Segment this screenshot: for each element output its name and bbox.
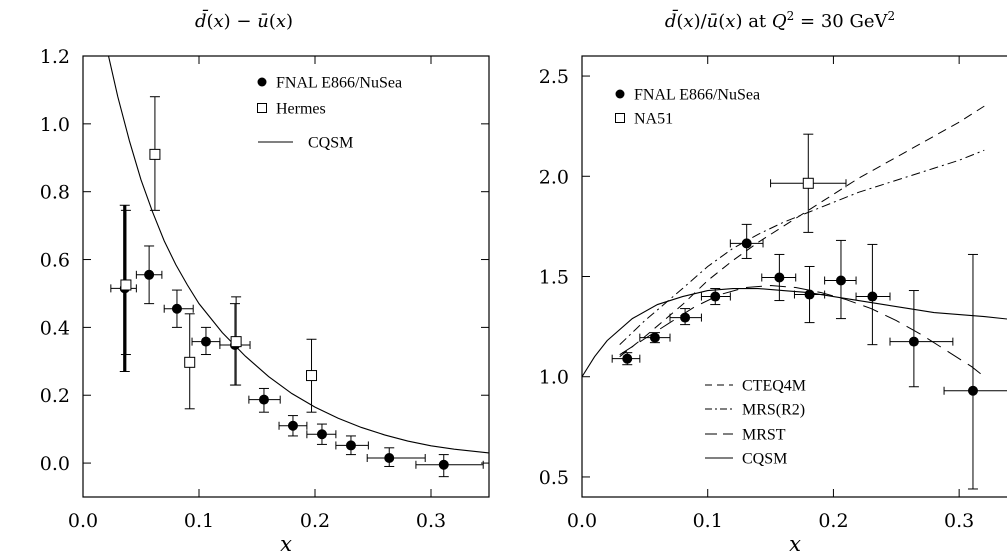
y-tick-label: 0.6	[40, 250, 70, 272]
fnal-e866-nusea-data-point	[258, 394, 269, 405]
left-legend: FNAL E866/NuSea Hermes CQSM	[257, 75, 402, 152]
x-tick-label: 0.0	[68, 510, 98, 532]
fnal-e866-nusea-data-point	[200, 336, 211, 347]
left-chart-panel: d̄(x) − ū(x) 0.0 0.1 0.2 0.3 0.0 0.2 0.4 0.6 0.8…	[40, 8, 490, 556]
na51-data-point	[802, 177, 814, 189]
y-tick-label: 0.8	[40, 182, 70, 204]
fnal-e866-nusea-data-point	[774, 272, 785, 283]
right-x-axis-label: x	[789, 532, 801, 556]
mrs-r2-legend-label: MRS(R2)	[742, 402, 805, 419]
y-tick-label: 1.2	[40, 46, 70, 68]
mrs-r2-curve	[619, 149, 985, 346]
x-tick-label: 0.2	[300, 510, 330, 532]
fnal-e866-nusea-data-point	[345, 440, 356, 451]
right-chart-panel: d̄(x)/ū(x) at Q2 = 30 GeV2 0.0 0.1 0.2 0.3 0…	[539, 8, 1007, 556]
y-tick-label: 1.0	[539, 367, 569, 389]
cteq4m-curve	[619, 105, 985, 358]
y-tick-label: 0.5	[539, 467, 569, 489]
y-tick-label: 0.4	[40, 317, 70, 339]
fnal-e866-nusea-data-point	[384, 452, 395, 463]
fnal-e866-nusea-data-point	[622, 353, 633, 364]
cqsm-curve	[107, 56, 489, 454]
y-tick-label: 1.0	[40, 114, 70, 136]
cqsm-legend-label: CQSM	[308, 135, 353, 152]
y-tick-label: 1.5	[539, 267, 569, 289]
left-chart-title: d̄(x) − ū(x)	[195, 8, 293, 32]
hermes-legend-marker	[257, 103, 267, 113]
fnal-e866-nusea-data-point	[649, 332, 660, 343]
x-tick-label: 0.0	[567, 510, 597, 532]
fnal-e866-nusea-data-point	[710, 291, 721, 302]
fnal-e866-nusea-data-point	[171, 303, 182, 314]
fnal-e866-nusea-data-point	[316, 429, 327, 440]
cqsm-curve	[582, 287, 1007, 378]
y-tick-label: 0.0	[40, 453, 70, 475]
na51-legend-label: NA51	[634, 111, 673, 128]
hermes-data-point	[184, 356, 196, 368]
hermes-legend-label: Hermes	[276, 101, 326, 118]
fnal-e866-nusea-legend-label: FNAL E866/NuSea	[634, 87, 760, 104]
hermes-data-point	[230, 336, 242, 348]
x-tick-label: 0.3	[944, 510, 974, 532]
x-tick-label: 0.3	[416, 510, 446, 532]
hermes-data-point	[306, 370, 318, 382]
fnal-e866-nusea-data-point	[438, 459, 449, 470]
right-legend: FNAL E866/NuSea NA51 CTEQ4M MRS(R2) MRST CQSM	[615, 87, 806, 468]
right-chart-title: d̄(x)/ū(x) at Q2 = 30 GeV2	[665, 8, 895, 32]
fnal-e866-nusea-data-point	[867, 291, 878, 302]
x-tick-label: 0.1	[693, 510, 723, 532]
hermes-data-point	[120, 279, 132, 291]
cqsm-legend-label: CQSM	[742, 451, 787, 468]
fnal-e866-nusea-data-point	[680, 312, 691, 323]
fnal-e866-nusea-data-point	[908, 336, 919, 347]
fnal-e866-nusea-data-point	[835, 275, 846, 286]
mrst-legend-label: MRST	[742, 427, 786, 444]
x-tick-label: 0.2	[818, 510, 848, 532]
fnal-e866-nusea-legend-marker	[257, 77, 267, 87]
na51-legend-marker	[615, 113, 625, 123]
fnal-e866-nusea-data-point	[287, 420, 298, 431]
left-x-axis-label: x	[280, 532, 292, 556]
fnal-e866-nusea-data-point	[967, 385, 978, 396]
left-plot-frame	[82, 55, 490, 498]
y-tick-label: 2.5	[539, 66, 569, 88]
y-tick-label: 0.2	[40, 385, 70, 407]
fnal-e866-nusea-data-point	[144, 269, 155, 280]
fnal-e866-nusea-legend-label: FNAL E866/NuSea	[276, 75, 402, 92]
hermes-data-point	[149, 148, 161, 160]
cteq4m-legend-label: CTEQ4M	[742, 378, 806, 395]
x-tick-label: 0.1	[184, 510, 214, 532]
fnal-e866-nusea-legend-marker	[615, 89, 625, 99]
fnal-e866-nusea-data-point	[741, 238, 752, 249]
y-tick-label: 2.0	[539, 166, 569, 188]
fnal-e866-nusea-data-point	[804, 289, 815, 300]
